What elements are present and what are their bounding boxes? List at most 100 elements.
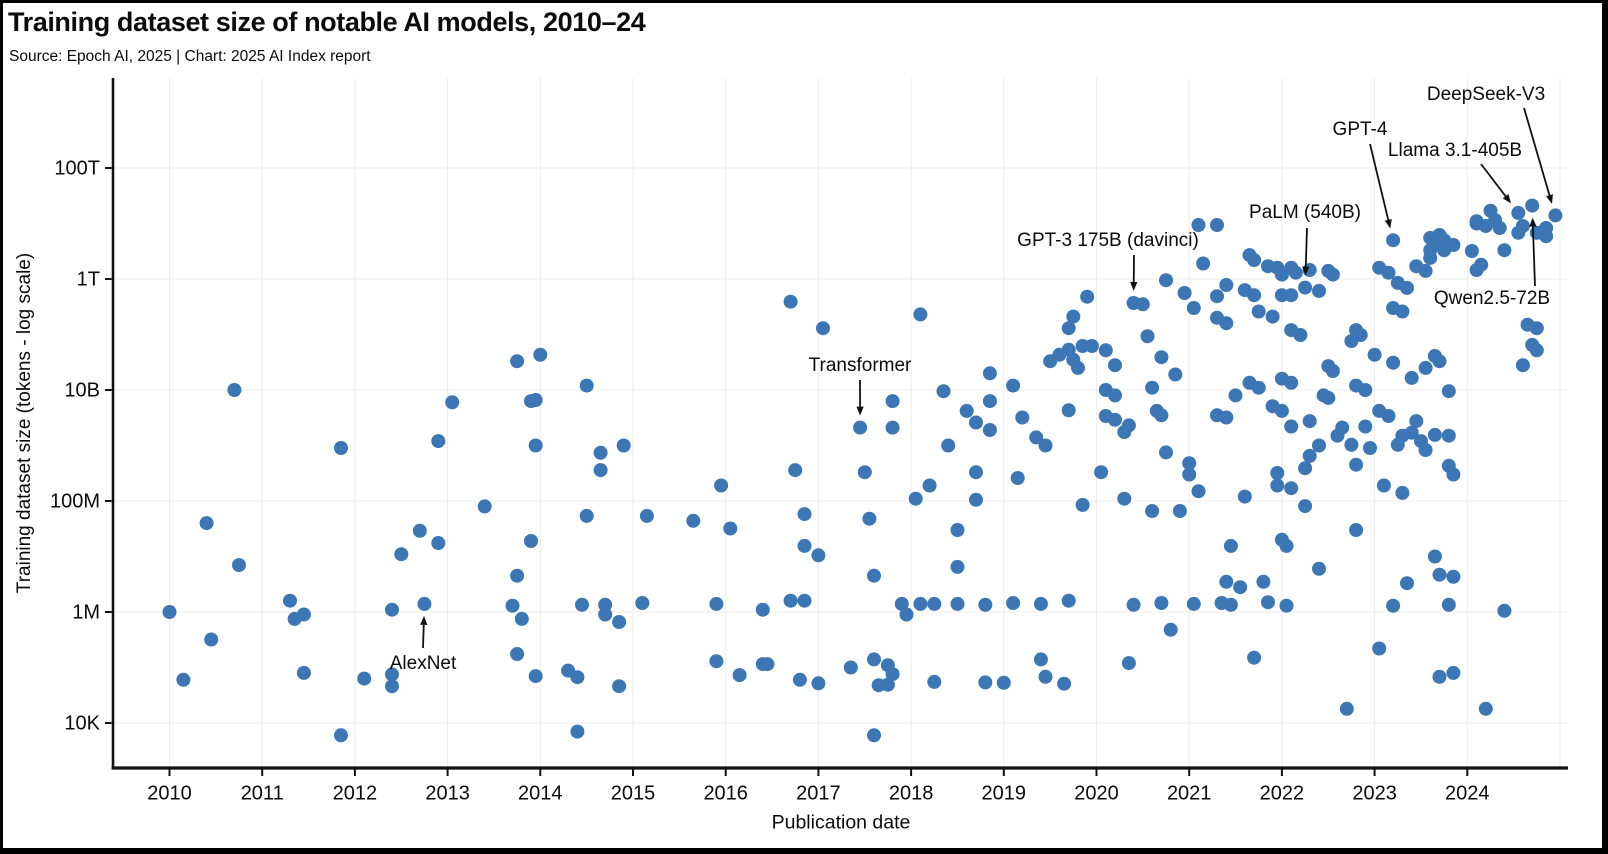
data-point: [528, 438, 543, 453]
data-point: [755, 602, 770, 617]
y-axis-label: Training dataset size (tokens - log scal…: [14, 252, 35, 594]
data-point: [1446, 569, 1461, 584]
data-point: [635, 596, 650, 610]
data-point: [816, 321, 830, 336]
data-point: [709, 596, 724, 611]
data-point: [1432, 354, 1447, 369]
data-point: [1312, 561, 1326, 576]
data-point: [1288, 265, 1303, 280]
data-point: [579, 508, 594, 523]
data-point: [593, 445, 608, 460]
scatter-plot: 2010 2011 2012 2013 2014 2015 2016 2017 2018 2019…: [50, 78, 1568, 805]
data-point: [445, 395, 460, 410]
data-point: [579, 378, 594, 393]
data-point: [1010, 471, 1025, 485]
data-point: [1312, 438, 1326, 453]
data-point: [357, 671, 372, 686]
data-point: [1071, 360, 1085, 375]
data-point: [723, 521, 738, 536]
data-point: [1358, 383, 1373, 397]
data-point: [867, 728, 881, 743]
data-point: [1029, 430, 1044, 445]
annotation-arrow-line: [1480, 163, 1507, 197]
data-point: [1395, 485, 1410, 500]
data-point: [1251, 380, 1266, 395]
data-point: [1219, 574, 1234, 589]
x-tick-label: 2010: [147, 783, 192, 805]
data-point: [1219, 410, 1234, 425]
data-point: [1084, 339, 1099, 353]
data-point: [982, 394, 997, 409]
data-point: [1515, 358, 1530, 373]
data-point: [1237, 489, 1252, 504]
data-point: [1186, 596, 1201, 611]
data-point: [1525, 198, 1540, 213]
data-point: [227, 383, 242, 397]
data-point: [204, 632, 219, 647]
data-point: [1140, 329, 1155, 344]
data-point: [969, 492, 983, 507]
data-point: [1497, 603, 1512, 618]
data-point: [570, 670, 585, 685]
data-point: [1358, 419, 1373, 434]
data-point: [1497, 243, 1512, 258]
page-title: Training dataset size of notable AI mode…: [8, 7, 646, 37]
data-point: [1075, 497, 1090, 512]
x-tick-label: 2018: [889, 783, 934, 805]
data-point: [176, 672, 191, 687]
annotation-label: DeepSeek-V3: [1427, 84, 1545, 105]
data-point: [232, 558, 246, 573]
data-point: [1108, 358, 1122, 373]
x-tick-label: 2021: [1167, 783, 1212, 805]
data-point: [1061, 403, 1076, 418]
annotation-arrowhead: [1302, 266, 1310, 276]
data-point: [1446, 467, 1461, 482]
data-point: [978, 675, 993, 690]
annotation-label: AlexNet: [390, 653, 457, 674]
data-point: [612, 615, 627, 629]
data-point: [1478, 701, 1493, 716]
data-point: [950, 559, 965, 574]
data-point: [1121, 656, 1136, 671]
data-point: [1363, 441, 1377, 455]
data-point: [797, 538, 812, 553]
data-point: [1247, 288, 1262, 303]
data-point: [1080, 289, 1095, 304]
data-point: [1210, 218, 1224, 232]
data-point: [1006, 596, 1021, 610]
data-point: [969, 465, 983, 480]
data-point: [1367, 347, 1382, 362]
data-point: [1312, 283, 1326, 298]
data-point: [1284, 375, 1299, 390]
x-tick-label: 2022: [1260, 783, 1305, 805]
data-point: [1015, 410, 1030, 425]
data-point: [431, 536, 446, 550]
data-point: [978, 597, 993, 612]
data-point: [1094, 465, 1109, 480]
data-point: [1038, 438, 1053, 453]
x-tick-label: 2014: [518, 783, 563, 805]
data-point: [709, 654, 724, 669]
data-point: [714, 478, 729, 493]
x-tick-label: 2015: [611, 783, 656, 805]
x-tick-label: 2020: [1074, 783, 1119, 805]
annotation-arrowhead: [1130, 281, 1138, 291]
data-point: [1298, 280, 1313, 295]
data-point: [1233, 580, 1248, 595]
data-point: [1057, 676, 1072, 691]
data-point: [1418, 263, 1433, 278]
data-point: [1432, 669, 1447, 684]
data-point: [1172, 504, 1187, 518]
data-point: [867, 652, 881, 667]
data-point: [788, 463, 803, 478]
data-point: [1159, 273, 1173, 288]
data-point: [783, 593, 798, 608]
annotation-arrow-line: [1304, 227, 1308, 267]
data-point: [1529, 321, 1544, 336]
data-point: [1400, 280, 1414, 295]
data-point: [1325, 364, 1340, 378]
data-point: [575, 597, 589, 612]
data-point: [950, 523, 965, 537]
data-point: [1339, 701, 1354, 716]
data-point: [1302, 414, 1317, 429]
